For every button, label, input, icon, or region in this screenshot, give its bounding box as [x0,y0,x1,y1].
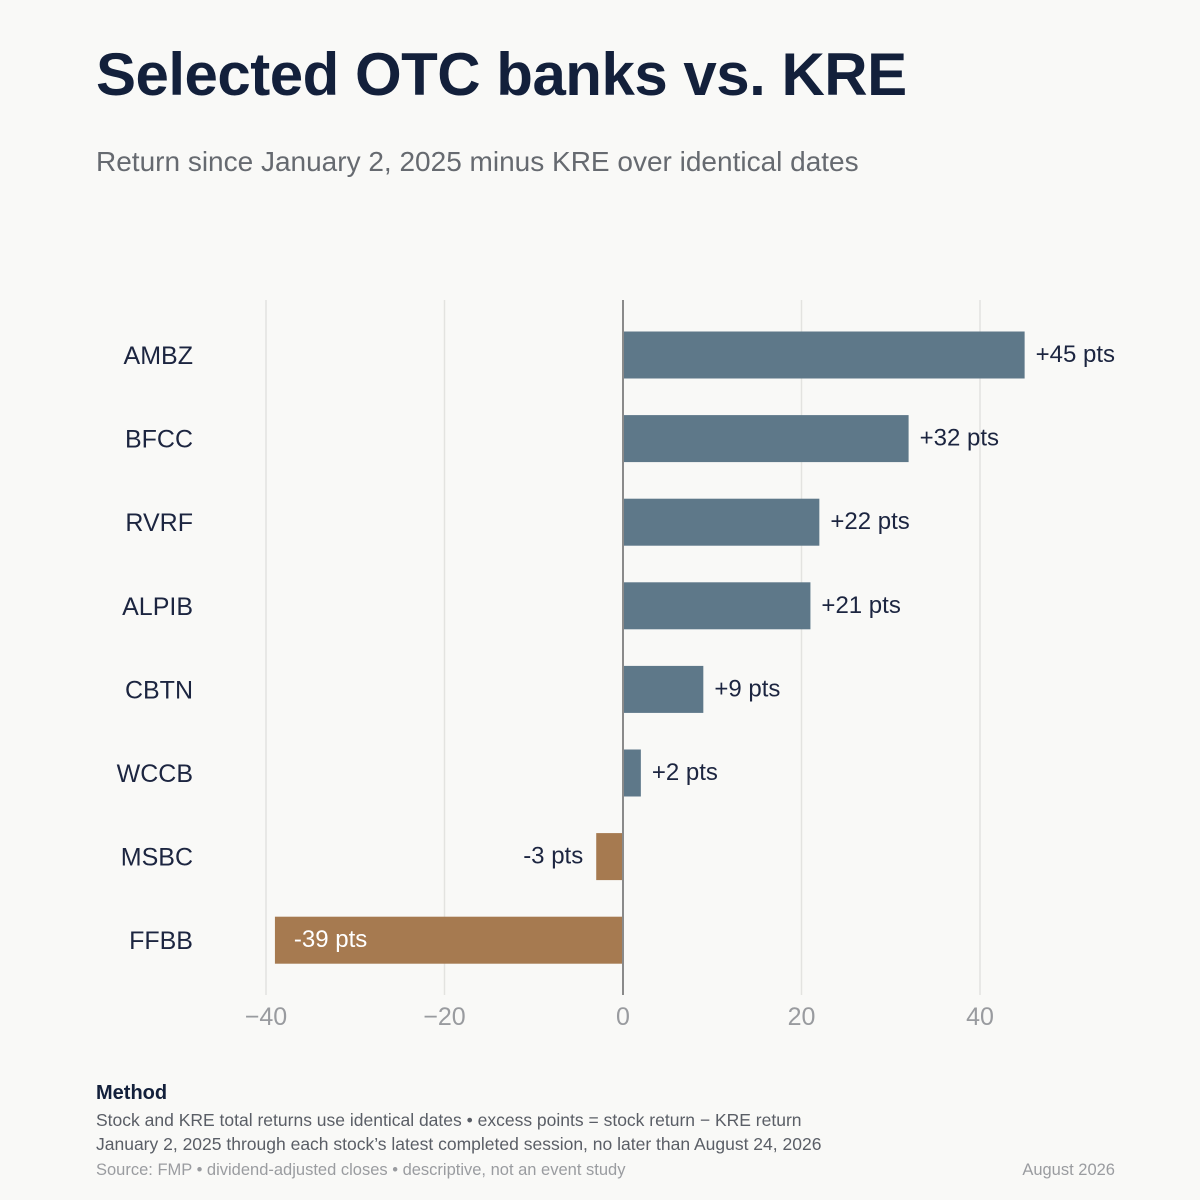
data-label: +2 pts [652,759,718,786]
x-tick-label: 0 [616,1003,630,1031]
method-line-1: Stock and KRE total returns use identica… [96,1110,802,1130]
chart-title: Selected OTC banks vs. KRE [96,41,907,108]
category-label: FFBB [129,927,193,955]
chart-subtitle: Return since January 2, 2025 minus KRE o… [96,146,859,177]
data-label: +45 pts [1036,341,1115,368]
bar [623,415,909,463]
data-label: +22 pts [830,508,909,535]
data-label: +32 pts [920,425,999,452]
category-label: AMBZ [124,342,193,370]
data-label: -3 pts [523,843,583,870]
data-label: -39 pts [294,926,367,953]
data-label: +9 pts [714,675,780,702]
method-heading: Method [96,1082,168,1104]
category-label: MSBC [121,844,193,872]
category-label: BFCC [125,426,193,454]
bar [596,833,623,881]
x-tick-label: −40 [245,1003,287,1031]
publication-date: August 2026 [1022,1161,1115,1179]
x-tick-label: 20 [788,1003,816,1031]
x-tick-label: 40 [966,1003,994,1031]
source-note: Source: FMP • dividend-adjusted closes •… [96,1161,626,1179]
data-label: +21 pts [821,592,900,619]
category-label: CBTN [125,676,193,704]
method-line-2: January 2, 2025 through each stock’s lat… [96,1134,822,1154]
bar [274,916,623,964]
bar [623,665,704,713]
category-label: WCCB [117,760,193,788]
category-label: RVRF [125,509,193,537]
bar [623,498,820,546]
bar [623,582,811,630]
x-tick-label: −20 [423,1003,465,1031]
bar [623,749,641,797]
bar [623,331,1025,379]
category-label: ALPIB [122,593,193,621]
